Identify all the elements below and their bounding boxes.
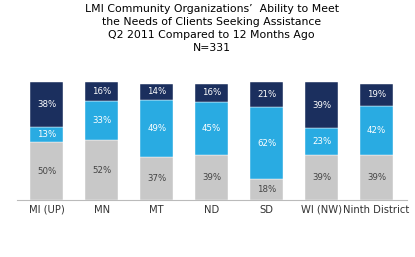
Text: 33%: 33% — [92, 116, 111, 125]
Text: LMI Community Organizations’  Ability to Meet
the Needs of Clients Seeking Assis: LMI Community Organizations’ Ability to … — [85, 4, 339, 53]
Text: 62%: 62% — [257, 139, 276, 148]
Bar — [360, 84, 393, 106]
Bar — [250, 107, 283, 179]
Bar — [360, 106, 393, 155]
Bar — [305, 155, 338, 200]
Legend: Decreased, Stayed the Same, Increased: Decreased, Stayed the Same, Increased — [88, 254, 335, 257]
Text: 19%: 19% — [367, 90, 386, 99]
Text: 14%: 14% — [147, 87, 166, 96]
Text: 16%: 16% — [202, 88, 221, 97]
Text: 49%: 49% — [147, 124, 166, 133]
Text: 18%: 18% — [257, 186, 276, 195]
Text: 21%: 21% — [257, 90, 276, 99]
Bar — [305, 128, 338, 155]
Bar — [30, 127, 63, 142]
Bar — [195, 102, 228, 155]
Bar — [140, 100, 173, 157]
Text: 39%: 39% — [367, 173, 386, 182]
Text: 23%: 23% — [312, 137, 331, 146]
Bar — [85, 140, 118, 200]
Bar — [85, 101, 118, 140]
Bar — [250, 179, 283, 200]
Bar — [360, 155, 393, 200]
Text: 39%: 39% — [312, 101, 331, 110]
Bar — [140, 157, 173, 200]
Text: 39%: 39% — [312, 173, 331, 182]
Bar — [85, 82, 118, 101]
Text: 38%: 38% — [37, 100, 56, 109]
Text: 50%: 50% — [37, 167, 56, 176]
Text: 37%: 37% — [147, 174, 166, 183]
Text: 16%: 16% — [92, 87, 111, 96]
Text: 45%: 45% — [202, 124, 221, 133]
Text: 13%: 13% — [37, 130, 56, 139]
Bar — [140, 84, 173, 100]
Text: 52%: 52% — [92, 166, 111, 175]
Text: 42%: 42% — [367, 126, 386, 135]
Bar — [30, 142, 63, 200]
Bar — [305, 82, 338, 128]
Bar — [195, 84, 228, 102]
Bar — [250, 82, 283, 107]
Text: 39%: 39% — [202, 173, 221, 182]
Bar — [30, 82, 63, 127]
Bar — [195, 155, 228, 200]
